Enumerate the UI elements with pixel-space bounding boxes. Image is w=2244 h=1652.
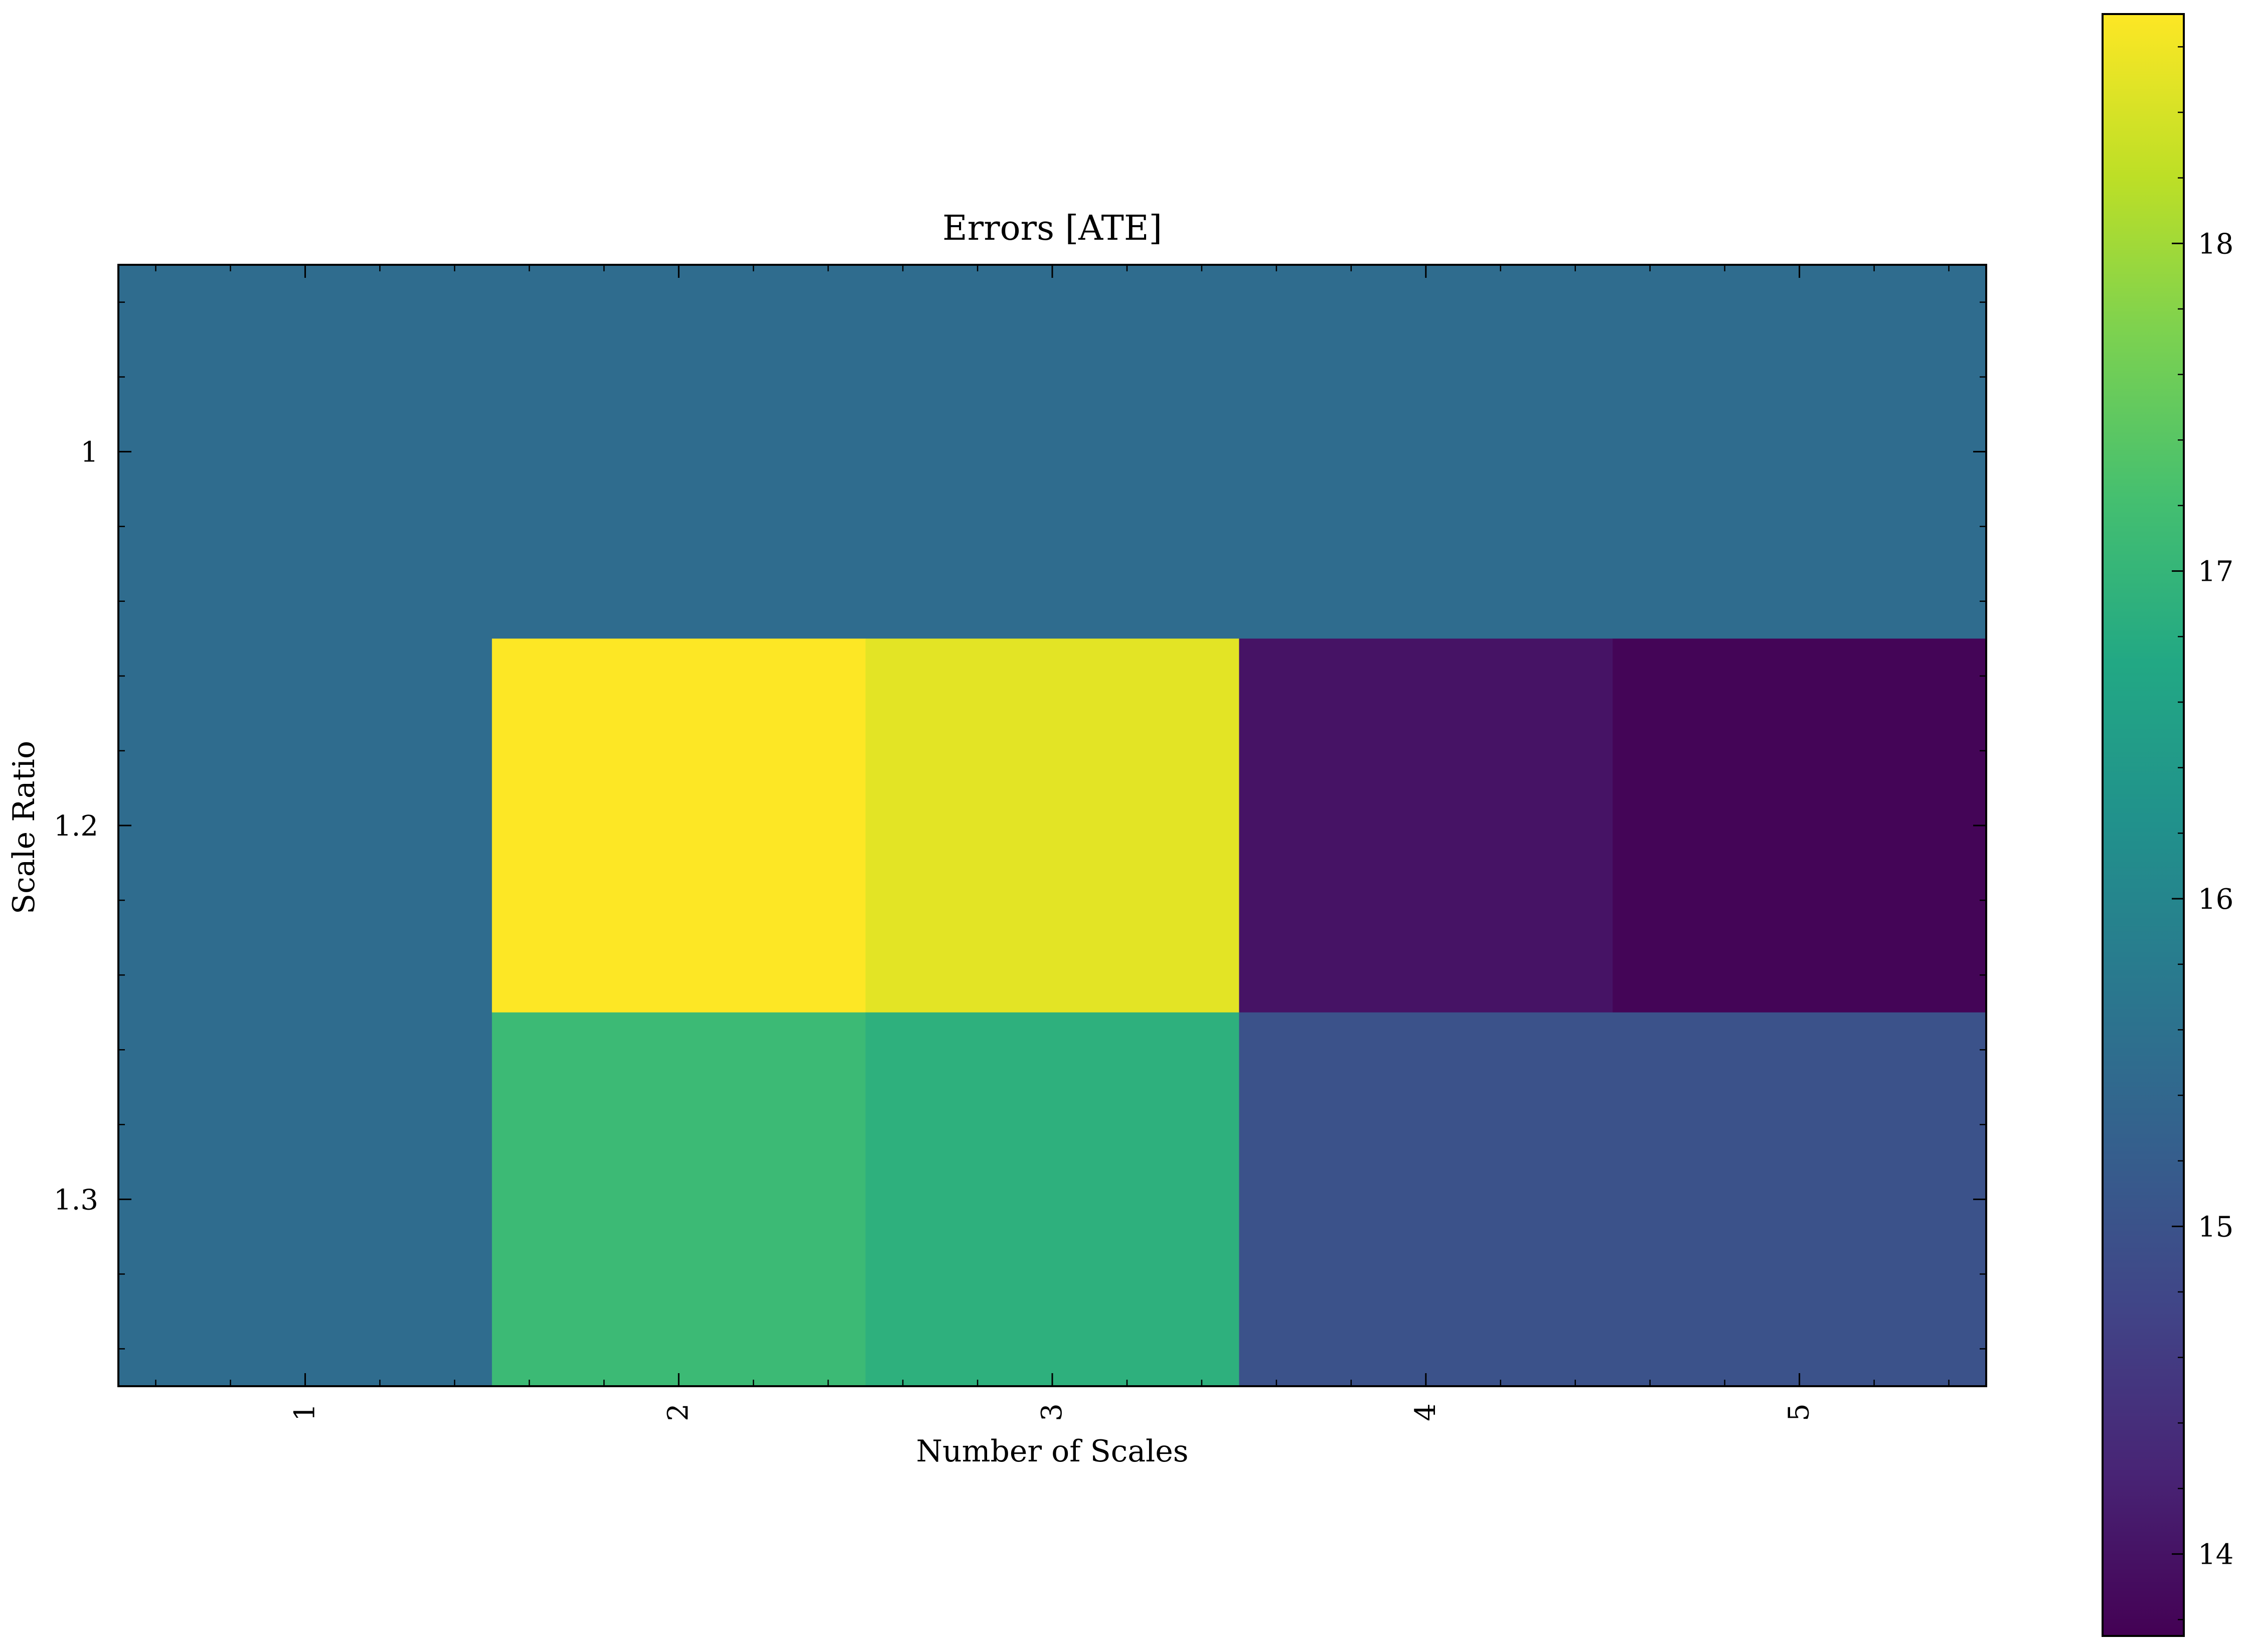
heatmap-cell <box>865 638 1239 1013</box>
x-tick-label: 3 <box>1036 1403 1068 1421</box>
x-tick-label: 5 <box>1783 1403 1816 1421</box>
colorbar-tick-label: 15 <box>2198 1211 2233 1243</box>
colorbar-tick-label: 17 <box>2198 556 2233 588</box>
heatmap-cell <box>1239 638 1613 1013</box>
heatmap-cell <box>492 265 866 639</box>
heatmap-cell <box>1613 638 1987 1013</box>
x-tick-label: 1 <box>288 1403 321 1421</box>
heatmap-cell <box>1613 1012 1987 1387</box>
heatmap-cell <box>1239 265 1613 639</box>
x-axis-ticks: 1 2 3 4 5 <box>155 265 1950 1421</box>
colorbar-gradient <box>2103 14 2184 1636</box>
colorbar-border <box>2102 13 2185 1637</box>
y-tick-label: 1.2 <box>54 810 98 843</box>
colorbar: 14 15 16 17 18 <box>2102 13 2233 1637</box>
y-tick-label: 1 <box>80 436 98 469</box>
colorbar-tick-label: 18 <box>2198 228 2233 260</box>
chart-title: Errors [ATE] <box>942 209 1162 248</box>
heatmap-cell <box>492 1012 866 1387</box>
heatmap-cell <box>1613 265 1987 639</box>
y-axis-label: Scale Ratio <box>7 741 42 914</box>
heatmap-cell <box>118 265 493 639</box>
x-tick-label: 2 <box>662 1403 695 1421</box>
heatmap-cell <box>865 1012 1239 1387</box>
heatmap-cells <box>118 265 1987 1387</box>
y-axis-ticks: 1 1.2 1.3 <box>54 301 1986 1350</box>
colorbar-tick-label: 16 <box>2198 883 2233 916</box>
y-tick-label: 1.3 <box>54 1184 98 1216</box>
colorbar-tick-label: 14 <box>2198 1539 2233 1571</box>
x-tick-label: 4 <box>1409 1403 1442 1421</box>
heatmap-cell <box>492 638 866 1013</box>
heatmap-cell <box>865 265 1239 639</box>
heatmap-cell <box>118 638 493 1013</box>
heatmap-cell <box>1239 1012 1613 1387</box>
heatmap-cell <box>118 1012 493 1387</box>
x-axis-label: Number of Scales <box>916 1434 1188 1469</box>
